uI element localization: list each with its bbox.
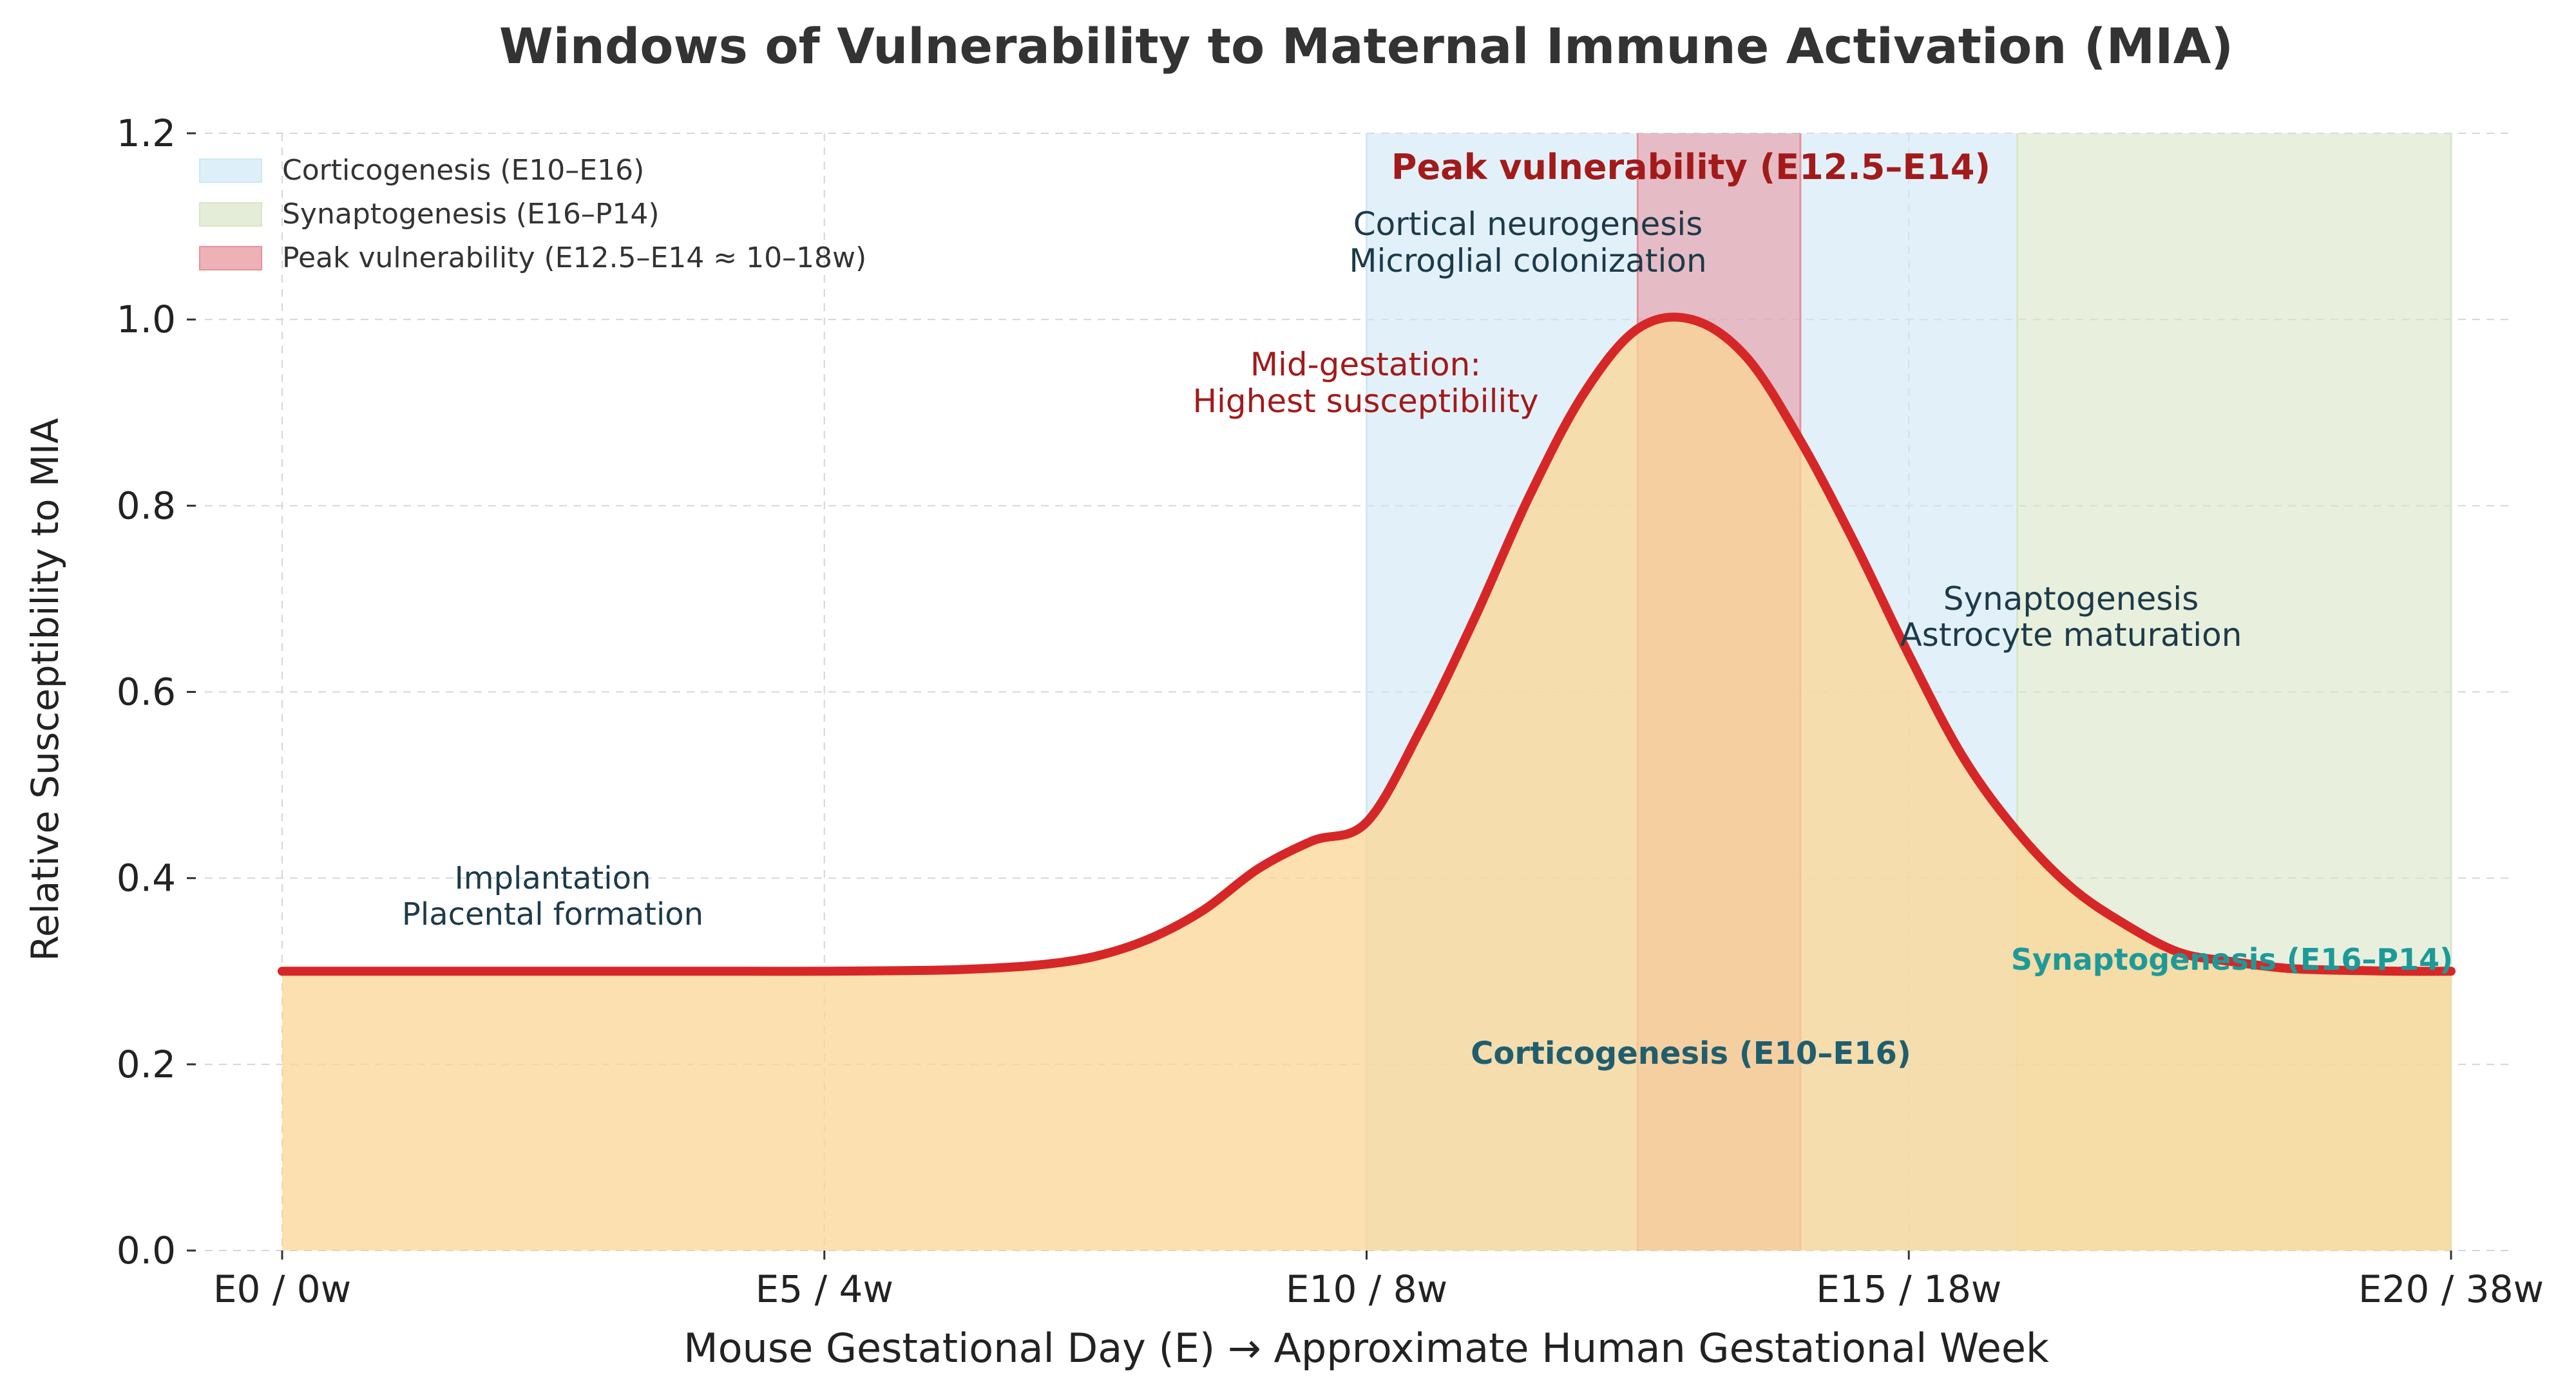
- susceptibility-area: [282, 317, 2451, 1251]
- x-tick-label: E10 / 8w: [1286, 1267, 1447, 1311]
- annotation-cortical-neurogenesis: Cortical neurogenesis: [1353, 205, 1703, 243]
- legend: Corticogenesis (E10–E16) Synaptogenesis …: [199, 154, 866, 274]
- x-tick-label: E5 / 4w: [756, 1267, 893, 1311]
- annotation-highest-susceptibility: Highest susceptibility: [1192, 383, 1538, 420]
- x-axis-label: Mouse Gestational Day (E) → Approximate …: [683, 1325, 2049, 1372]
- annotation-synaptogenesis: Synaptogenesis: [1943, 580, 2199, 618]
- annotation-synaptogenesis-band: Synaptogenesis (E16–P14): [2011, 942, 2453, 977]
- y-tick-label: 1.2: [117, 111, 176, 155]
- annotation-mid-gestation: Mid-gestation:: [1250, 346, 1481, 383]
- x-tick-label: E0 / 0w: [213, 1267, 351, 1311]
- y-tick-label: 0.0: [117, 1229, 176, 1272]
- y-tick-label: 0.4: [117, 856, 176, 900]
- y-tick-label: 0.6: [117, 670, 176, 714]
- susceptibility-line: [278, 312, 2456, 976]
- annotation-microglial: Microglial colonization: [1349, 242, 1706, 279]
- legend-label-peak: Peak vulnerability (E12.5–E14 ≈ 10–18w): [282, 241, 866, 274]
- annotation-astrocyte: Astrocyte maturation: [1900, 616, 2242, 654]
- annotation-implantation: Implantation: [455, 860, 651, 896]
- annotation-peak: Peak vulnerability (E12.5–E14): [1391, 147, 1990, 187]
- annotation-corticogenesis-band: Corticogenesis (E10–E16): [1471, 1035, 1911, 1072]
- y-axis-label: Relative Susceptibility to MIA: [23, 418, 67, 961]
- ticks: E0 / 0w E5 / 4w E10 / 8w E15 / 18w E20 / 38w…: [117, 111, 2544, 1311]
- legend-swatch-synaptogenesis: [199, 202, 262, 227]
- annotation-placental: Placental formation: [402, 896, 703, 932]
- legend-swatch-corticogenesis: [199, 158, 262, 183]
- y-tick-label: 0.2: [117, 1043, 176, 1086]
- chart-title: Windows of Vulnerability to Maternal Imm…: [499, 17, 2233, 75]
- y-tick-label: 1.0: [117, 298, 176, 341]
- legend-swatch-peak: [199, 246, 262, 270]
- annotations: Implantation Placental formation Cortica…: [402, 147, 2453, 1072]
- line-layer: [278, 312, 2456, 976]
- legend-label-corticogenesis: Corticogenesis (E10–E16): [282, 154, 644, 187]
- x-tick-label: E15 / 18w: [1816, 1267, 2001, 1311]
- y-tick-label: 0.8: [117, 484, 176, 527]
- x-tick-label: E20 / 38w: [2358, 1267, 2544, 1311]
- area-layer: [282, 317, 2451, 1251]
- legend-label-synaptogenesis: Synaptogenesis (E16–P14): [282, 198, 660, 231]
